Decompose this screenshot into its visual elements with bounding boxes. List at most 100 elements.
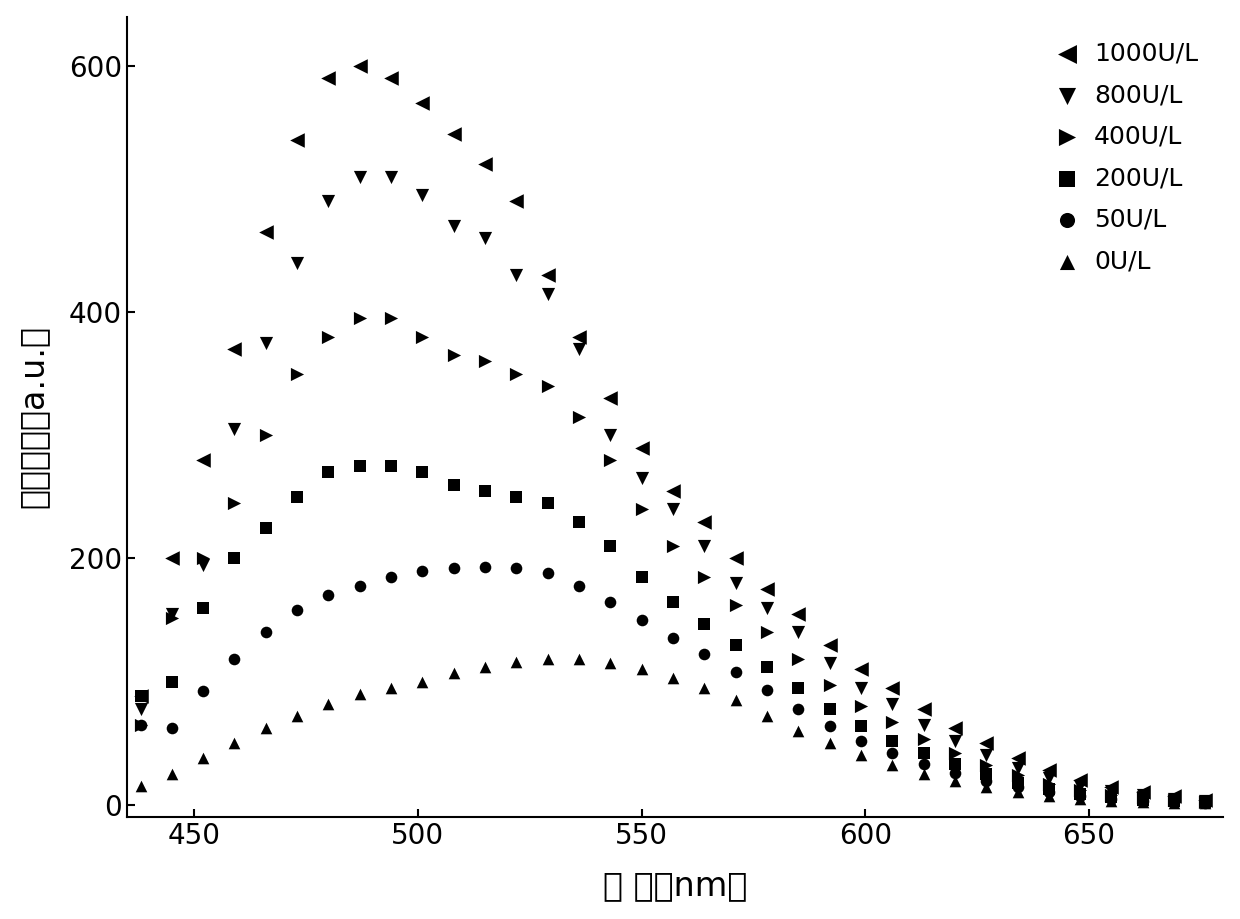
200U/L: [1101, 790, 1121, 805]
400U/L: [193, 551, 213, 566]
50U/L: [475, 560, 495, 574]
200U/L: [538, 495, 558, 510]
50U/L: [538, 566, 558, 581]
50U/L: [130, 718, 150, 732]
0U/L: [851, 748, 870, 763]
X-axis label: 波 长（nm）: 波 长（nm）: [603, 869, 748, 902]
200U/L: [945, 756, 965, 771]
200U/L: [255, 520, 275, 535]
200U/L: [444, 477, 464, 492]
1000U/L: [945, 721, 965, 736]
0U/L: [1195, 796, 1215, 811]
0U/L: [288, 709, 308, 723]
50U/L: [569, 578, 589, 593]
0U/L: [255, 721, 275, 736]
0U/L: [663, 671, 683, 686]
50U/L: [631, 613, 651, 628]
1000U/L: [725, 551, 745, 566]
400U/L: [444, 348, 464, 363]
1000U/L: [569, 329, 589, 344]
400U/L: [130, 718, 150, 732]
800U/L: [820, 656, 839, 671]
50U/L: [319, 588, 339, 603]
800U/L: [1039, 770, 1059, 785]
400U/L: [381, 311, 401, 325]
50U/L: [914, 756, 934, 771]
1000U/L: [851, 662, 870, 676]
0U/L: [725, 693, 745, 708]
1000U/L: [820, 637, 839, 652]
200U/L: [631, 570, 651, 584]
400U/L: [1039, 777, 1059, 791]
800U/L: [976, 748, 996, 763]
0U/L: [413, 675, 433, 689]
0U/L: [883, 758, 903, 773]
0U/L: [914, 766, 934, 781]
800U/L: [725, 575, 745, 590]
1000U/L: [350, 59, 370, 74]
200U/L: [1039, 781, 1059, 796]
400U/L: [350, 311, 370, 325]
0U/L: [631, 662, 651, 676]
200U/L: [319, 465, 339, 480]
400U/L: [413, 329, 433, 344]
400U/L: [976, 758, 996, 773]
400U/L: [1133, 790, 1153, 805]
0U/L: [945, 774, 965, 789]
200U/L: [758, 660, 777, 675]
50U/L: [600, 595, 620, 609]
200U/L: [820, 701, 839, 716]
800U/L: [193, 557, 213, 572]
200U/L: [381, 459, 401, 473]
1000U/L: [538, 268, 558, 283]
800U/L: [758, 600, 777, 615]
50U/L: [288, 603, 308, 618]
800U/L: [319, 194, 339, 209]
800U/L: [1164, 791, 1184, 806]
1000U/L: [444, 126, 464, 141]
800U/L: [1101, 784, 1121, 799]
200U/L: [789, 680, 808, 695]
Legend: 1000U/L, 800U/L, 400U/L, 200U/L, 50U/L, 0U/L: 1000U/L, 800U/L, 400U/L, 200U/L, 50U/L, …: [1042, 29, 1210, 286]
1000U/L: [631, 440, 651, 455]
50U/L: [193, 684, 213, 698]
1000U/L: [1195, 792, 1215, 807]
800U/L: [1008, 760, 1028, 775]
400U/L: [506, 367, 526, 381]
0U/L: [506, 654, 526, 669]
200U/L: [162, 675, 182, 689]
200U/L: [413, 465, 433, 480]
0U/L: [319, 697, 339, 711]
1000U/L: [1133, 785, 1153, 800]
200U/L: [1195, 795, 1215, 810]
1000U/L: [255, 225, 275, 240]
1000U/L: [1101, 780, 1121, 795]
400U/L: [569, 410, 589, 425]
400U/L: [1008, 767, 1028, 782]
1000U/L: [758, 582, 777, 596]
1000U/L: [789, 607, 808, 621]
0U/L: [1039, 789, 1059, 803]
800U/L: [945, 733, 965, 748]
50U/L: [945, 766, 965, 780]
1000U/L: [1008, 751, 1028, 766]
800U/L: [162, 607, 182, 621]
800U/L: [475, 231, 495, 245]
0U/L: [569, 652, 589, 667]
400U/L: [475, 354, 495, 369]
0U/L: [1008, 785, 1028, 800]
50U/L: [1164, 795, 1184, 810]
400U/L: [945, 745, 965, 760]
200U/L: [506, 490, 526, 505]
800U/L: [130, 701, 150, 716]
200U/L: [851, 719, 870, 733]
50U/L: [851, 733, 870, 748]
200U/L: [288, 490, 308, 505]
50U/L: [694, 647, 714, 662]
1000U/L: [1070, 773, 1090, 788]
200U/L: [600, 539, 620, 553]
1000U/L: [914, 701, 934, 716]
800U/L: [914, 718, 934, 732]
1000U/L: [381, 71, 401, 85]
400U/L: [663, 539, 683, 553]
